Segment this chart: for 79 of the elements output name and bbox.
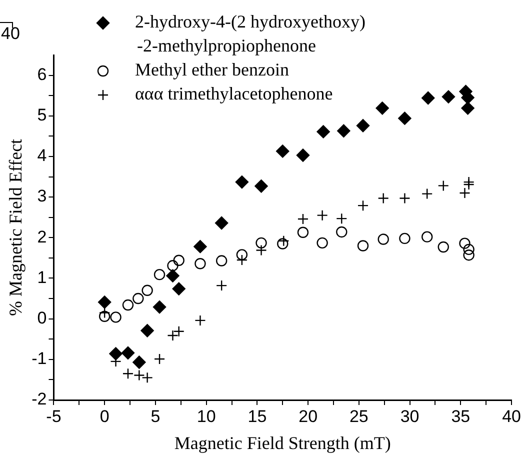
point: [216, 255, 228, 266]
point: [98, 310, 110, 322]
point: [376, 102, 389, 115]
point: [142, 284, 153, 296]
point: [463, 250, 474, 261]
point: [296, 148, 310, 162]
point: [132, 356, 146, 369]
point: [236, 249, 248, 260]
point: [154, 268, 166, 280]
point: [463, 244, 474, 256]
point: [459, 187, 470, 199]
x-tick-label: 25: [349, 406, 368, 426]
y-tick-label: 6: [37, 64, 47, 84]
y-tick-label: 4: [37, 146, 47, 166]
point: [277, 238, 288, 250]
point: [422, 91, 435, 105]
x-tick-label: -5: [46, 406, 62, 426]
point: [336, 226, 348, 238]
legend-label: ααα trimethylacetophenone: [135, 84, 333, 104]
point: [173, 254, 184, 266]
point: [235, 175, 249, 189]
point: [194, 240, 207, 254]
x-tick-label: 35: [451, 406, 470, 426]
point: [122, 299, 134, 311]
point: [166, 269, 180, 282]
x-tick-label: 10: [196, 406, 216, 426]
y-axis-title: % Magnetic Field Effect: [6, 138, 26, 316]
y-tick-label: 3: [37, 186, 47, 206]
point: [398, 112, 412, 125]
point: [422, 231, 433, 242]
point: [442, 90, 456, 104]
y-tick-label: 2: [37, 227, 47, 246]
x-axis-title: Magnetic Field Strength (mT): [174, 432, 391, 453]
point: [167, 330, 178, 342]
point: [378, 234, 389, 245]
point: [337, 124, 350, 138]
point: [236, 254, 248, 266]
point: [256, 237, 267, 249]
point: [461, 102, 474, 115]
point: [357, 200, 369, 212]
point: [356, 119, 370, 132]
point: [297, 213, 309, 225]
point: [297, 226, 309, 238]
point: [167, 260, 178, 272]
point: [316, 237, 328, 249]
point: [154, 353, 166, 365]
point: [109, 347, 122, 360]
legend-label: 2-hydroxy-4-(2 hydroxyethoxy) -2-methylpropiophenone: [135, 12, 366, 56]
point: [132, 292, 144, 304]
text: 40: [1, 24, 20, 44]
point: [194, 258, 206, 270]
point: [98, 296, 112, 309]
point: [276, 144, 290, 158]
y-tick-label: 5: [37, 106, 47, 125]
x-tick-label: 0: [100, 406, 110, 426]
point: [214, 216, 228, 230]
x-tick-label: 20: [298, 406, 318, 426]
point: [357, 240, 369, 252]
point: [110, 312, 122, 323]
point: [122, 368, 134, 380]
x-tick-label: 5: [150, 406, 160, 426]
point: [438, 241, 449, 253]
point: [399, 232, 410, 244]
point: [152, 300, 166, 314]
point: [172, 282, 186, 296]
y-tick-label: -2: [32, 390, 47, 409]
y-tick-label: -1: [32, 349, 47, 368]
point: [459, 238, 470, 249]
x-tick-label: 30: [400, 406, 420, 426]
point: [121, 346, 135, 360]
point: [316, 125, 330, 138]
x-tick-label: 40: [502, 406, 522, 426]
legend-label: Methyl ether benzoin: [135, 60, 289, 80]
x-tick-label: 15: [248, 406, 267, 426]
point: [216, 280, 228, 292]
point: [254, 180, 268, 193]
y-tick-label: 1: [37, 268, 47, 287]
y-tick-label: 0: [37, 308, 47, 328]
point: [140, 324, 154, 338]
